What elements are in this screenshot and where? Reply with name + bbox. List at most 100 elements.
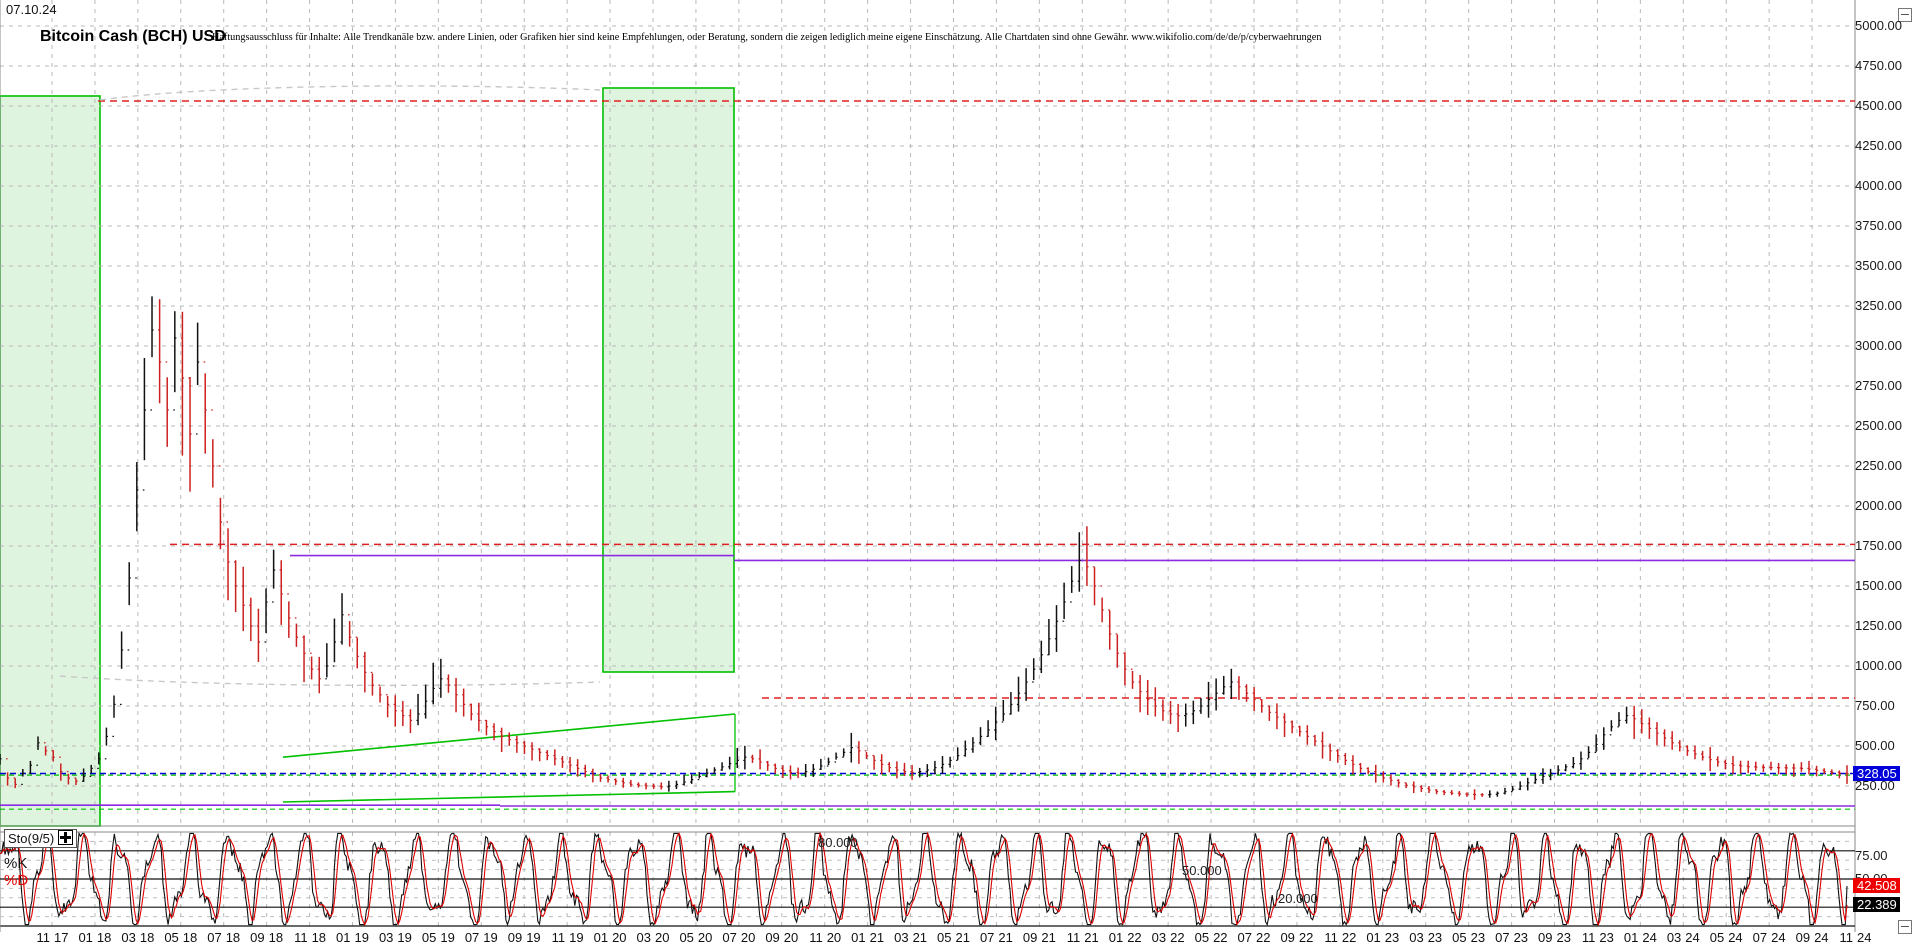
indicator-level-20-label: 20.000: [1278, 891, 1318, 907]
date-axis[interactable]: 11 17 01 18 03 18 05 18 07 18 09 18 11 18 01 19 03 19 05 19…: [0, 928, 1872, 948]
date-tick-month: 09: [1538, 930, 1553, 945]
date-tick-month: 05: [937, 930, 952, 945]
price-series: [0, 296, 1849, 800]
page-title: Bitcoin Cash (BCH) USD: [40, 28, 226, 45]
date-tick-month: 01: [78, 930, 93, 945]
date-tick-month: 03: [121, 930, 136, 945]
date-tick-month: 05: [1709, 930, 1725, 945]
date-tick-month: 09: [1280, 930, 1295, 945]
price-tick-label: 4250.00: [1855, 138, 1902, 153]
date-tick-month: 07: [979, 930, 995, 945]
price-tick-label: 750.00: [1855, 698, 1895, 713]
date-tick-month: 01: [593, 930, 609, 945]
date-tick-month: 01: [851, 930, 866, 945]
date-tick-year: 20: [826, 930, 842, 945]
date-tick-year: 22: [1341, 930, 1357, 945]
price-tick-label: 4750.00: [1855, 58, 1902, 73]
date-tick-month: 11: [36, 930, 51, 945]
price-axis[interactable]: 5000.00 4750.00 4500.00 4250.00 4000.00 3750.…: [1853, 0, 1916, 948]
date-tick-year: 18: [268, 930, 284, 945]
date-tick-year: 24: [1814, 930, 1829, 945]
date-tick-year: 18: [225, 930, 241, 945]
date-tick-month: 03: [1666, 930, 1682, 945]
date-tick-month: 05: [164, 930, 179, 945]
date-tick-month: 07: [1237, 930, 1252, 945]
price-tick-label: 5000.00: [1855, 18, 1902, 33]
corner-date-label: 07.10.24: [6, 2, 57, 17]
date-tick-year: 22: [1256, 930, 1271, 945]
price-tick-label: 2500.00: [1855, 418, 1902, 433]
trend-channel-lower: [282, 790, 736, 803]
date-tick-month: 05: [1452, 930, 1467, 945]
indicator-legend[interactable]: Sto(9/5): [4, 829, 78, 848]
date-tick-year: 24: [1685, 930, 1700, 945]
date-tick-month: 01: [336, 930, 351, 945]
date-tick-year: 20: [740, 930, 756, 945]
date-tick-year: 19: [483, 930, 498, 945]
date-tick-month: 11: [809, 930, 823, 945]
date-tick-month: 03: [636, 930, 651, 945]
indicator-name-label: Sto(9/5): [8, 831, 55, 846]
date-tick-month: 01: [1108, 930, 1124, 945]
date-tick-year: 19: [569, 930, 584, 945]
price-tick-label: 1000.00: [1855, 658, 1902, 673]
price-tick-label: 2750.00: [1855, 378, 1902, 393]
indicator-d-value-tag: 22.389: [1853, 896, 1900, 912]
price-tick-label: 4000.00: [1855, 178, 1902, 193]
date-tick-year: 24: [1857, 930, 1872, 945]
indicator-k-label: %K: [4, 855, 28, 872]
date-tick-year: 24: [1771, 930, 1786, 945]
date-tick-year: 18: [139, 930, 155, 945]
indicator-level-80-label: 80.000: [818, 834, 858, 850]
collapse-panel-icon-bottom[interactable]: [1898, 920, 1912, 934]
date-tick-year: 22: [1170, 930, 1185, 945]
date-tick-year: 19: [440, 930, 455, 945]
date-tick-year: 24: [1728, 930, 1743, 945]
date-tick-year: 20: [697, 930, 713, 945]
price-tick-label: 4500.00: [1855, 98, 1902, 113]
date-tick-month: 03: [378, 930, 394, 945]
date-tick-month: 11: [1581, 930, 1596, 945]
date-tick-month: 11: [1324, 930, 1338, 945]
date-tick-month: 07: [207, 930, 222, 945]
date-tick-month: 05: [1194, 930, 1210, 945]
disclaimer-text: Haftungsausschluss für Inhalte: Alle Tre…: [212, 31, 1322, 43]
indicator-tick-75: 75.00: [1855, 847, 1888, 863]
price-tick-label: 3500.00: [1855, 258, 1902, 273]
date-tick-year: 21: [1041, 930, 1056, 945]
date-tick-month: 11: [1066, 930, 1081, 945]
date-tick-year: 21: [912, 930, 928, 945]
price-tick-label: 1250.00: [1855, 618, 1902, 633]
date-tick-year: 18: [96, 930, 112, 945]
date-tick-year: 23: [1470, 930, 1486, 945]
price-tick-label: 2250.00: [1855, 458, 1902, 473]
collapse-panel-icon[interactable]: [1898, 8, 1912, 22]
date-tick-month: 09: [765, 930, 780, 945]
stochastic-d-line: [0, 831, 1848, 926]
date-tick-year: 24: [1642, 930, 1657, 945]
highlight-zone-1: [0, 95, 101, 827]
price-tick-label: 3750.00: [1855, 218, 1902, 233]
date-tick-month: 05: [421, 930, 437, 945]
date-tick-month: 11: [294, 930, 308, 945]
last-price-tag: 328.05: [1853, 765, 1900, 781]
date-tick-month: 07: [1495, 930, 1510, 945]
expand-plus-icon[interactable]: [58, 830, 74, 845]
date-tick-year: 21: [869, 930, 885, 945]
date-tick-month: 03: [1409, 930, 1424, 945]
price-tick-label: 2000.00: [1855, 498, 1902, 513]
date-tick-year: 20: [655, 930, 670, 945]
date-tick-month: 05: [679, 930, 694, 945]
price-tick-label: 500.00: [1855, 738, 1895, 753]
date-tick-year: 23: [1427, 930, 1443, 945]
date-tick-year: 21: [998, 930, 1013, 945]
price-tick-label: 3000.00: [1855, 338, 1902, 353]
date-tick-year: 22: [1298, 930, 1314, 945]
date-tick-year: 20: [612, 930, 627, 945]
date-tick-year: 23: [1384, 930, 1400, 945]
date-tick-month: 09: [1795, 930, 1811, 945]
stochastic-k-line: [0, 831, 1848, 927]
date-tick-month: 11: [1839, 930, 1854, 945]
grey-trend-arc: [99, 85, 601, 101]
